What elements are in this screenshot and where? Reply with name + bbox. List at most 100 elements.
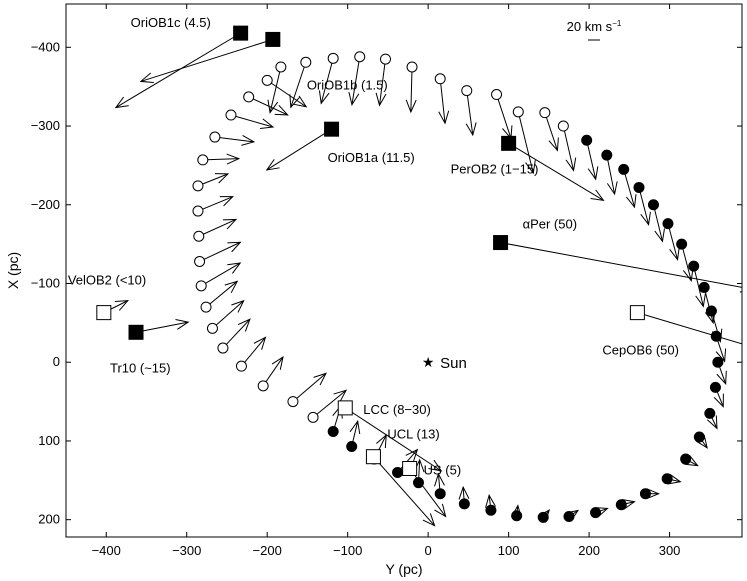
- ring-point-filled: [434, 488, 446, 500]
- ring-vector-shaft: [205, 280, 238, 308]
- ring-point-open: [287, 396, 299, 408]
- y-tick-label: 0: [53, 354, 60, 369]
- association-labels: OriOB1c (4.5) OriOB1b (1.5) OriOB1a (11.5)…: [68, 15, 679, 477]
- ring-point-filled: [590, 507, 602, 519]
- association-vector-shaft: [115, 32, 241, 108]
- ring-point-filled: [618, 163, 630, 175]
- association-vector-head: [175, 319, 190, 330]
- ring-vector-head: [434, 472, 445, 487]
- ring-vector-head: [565, 157, 577, 172]
- ring-vector-shaft: [466, 90, 474, 136]
- association-marker-filled: [265, 31, 281, 47]
- x-tick-label: −200: [253, 543, 282, 558]
- ring-point-filled: [676, 238, 688, 250]
- ring-point-filled: [458, 498, 470, 510]
- ring-vector-shaft: [378, 59, 386, 106]
- ring-point-open: [327, 52, 339, 64]
- ring-vector-head: [241, 134, 256, 146]
- ring-vector-shaft: [292, 373, 327, 402]
- ring-vector-shaft: [320, 58, 334, 104]
- ring-vector-shaft: [269, 66, 282, 113]
- ring-vector-head: [293, 95, 308, 108]
- ring-vector-shaft: [703, 287, 714, 323]
- ring-point-filled: [647, 199, 659, 211]
- x-tick-label: 300: [659, 543, 681, 558]
- ring-point-open: [192, 180, 204, 192]
- ring-point-open: [192, 205, 204, 217]
- ring-point-open: [275, 61, 287, 73]
- ring-point-open: [539, 107, 551, 119]
- ring-vector-head: [715, 348, 727, 363]
- ring-vector-head: [253, 336, 267, 350]
- ring-point-open: [197, 154, 209, 166]
- x-tick-label: 200: [578, 543, 600, 558]
- ring-vector-head: [654, 228, 665, 243]
- x-tick-label: −300: [172, 543, 201, 558]
- ring-point-filled: [563, 511, 575, 523]
- ring-point-filled: [639, 488, 651, 500]
- association-marker-filled: [501, 135, 517, 151]
- ring-vector-head: [458, 485, 470, 500]
- ring-point-open: [434, 73, 446, 85]
- ring-point-open: [261, 74, 273, 86]
- ring-vector-head: [333, 389, 348, 403]
- ring-vector-shaft: [230, 114, 274, 128]
- association-label: OriOB1c (4.5): [131, 15, 211, 30]
- ring-vector-head: [587, 166, 599, 181]
- association-label: Tr10 (~15): [110, 360, 171, 375]
- ring-point-open: [206, 322, 218, 334]
- x-tick-label: 0: [425, 543, 432, 558]
- y-tick-label: 100: [38, 433, 60, 448]
- ring-vector-shaft: [496, 94, 512, 139]
- ring-vector-shaft: [681, 243, 692, 281]
- ring-vector-shaft: [606, 155, 616, 195]
- association-label: LCC (8−30): [363, 402, 431, 417]
- ring-vector-head: [667, 473, 682, 485]
- ring-vector-shaft: [290, 62, 307, 108]
- ring-point-filled: [601, 149, 613, 161]
- ring-point-filled: [511, 510, 523, 522]
- association-vector-shaft: [637, 312, 742, 345]
- ring-point-filled: [680, 453, 692, 465]
- ring-vector-head: [226, 153, 241, 165]
- ring-point-open: [307, 411, 319, 423]
- ring-point-filled: [615, 499, 627, 511]
- ring-vector-head: [525, 160, 536, 175]
- ring-vector-shaft: [202, 158, 239, 161]
- ring-point-open: [557, 120, 569, 132]
- x-axis-label: Y (pc): [385, 561, 422, 577]
- association-vector-head: [114, 300, 129, 311]
- ring-vector-head: [594, 507, 609, 518]
- x-tick-label: 100: [498, 543, 520, 558]
- ring-vector-shaft: [199, 241, 241, 262]
- ring-point-open: [194, 255, 206, 267]
- ring-vector-head: [231, 299, 245, 313]
- ring-point-open: [225, 109, 237, 121]
- association-marker-open: [365, 449, 381, 465]
- ring-vector-head: [706, 415, 718, 430]
- ring-vector-head: [237, 318, 251, 332]
- ring-point-filled: [661, 473, 673, 485]
- ring-point-open: [195, 280, 207, 292]
- sun-star-icon: ★: [422, 354, 435, 370]
- y-tick-label: −400: [31, 39, 60, 54]
- ring-vector-shaft: [652, 204, 663, 242]
- scale-bar-unit-exponent: −1: [612, 19, 622, 28]
- ring-point-filled: [412, 477, 424, 489]
- x-tick-label: −100: [333, 543, 362, 558]
- ring-point-open: [406, 61, 418, 73]
- association-vector-shaft: [508, 142, 604, 201]
- ring-point-open: [193, 230, 205, 242]
- ring-point-filled: [485, 504, 497, 516]
- ring-vector-shaft: [517, 111, 534, 174]
- ring-point-filled: [709, 381, 721, 393]
- ring-vector-shaft: [222, 318, 251, 349]
- association-vector-shaft: [409, 468, 447, 517]
- ring-vector-shaft: [351, 56, 361, 105]
- sun-label: Sun: [440, 355, 467, 372]
- association-vector-head: [434, 503, 447, 518]
- ring-vector-shaft: [241, 337, 266, 367]
- association-label: OriOB1a (11.5): [328, 150, 415, 165]
- association-marker-open: [402, 461, 418, 477]
